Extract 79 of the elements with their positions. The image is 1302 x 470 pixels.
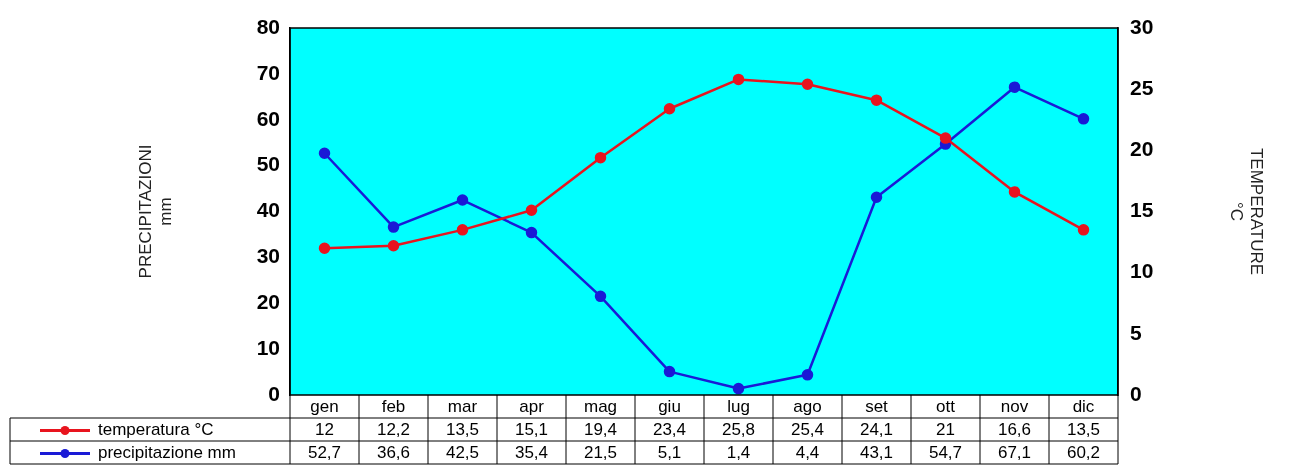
point: [387, 240, 400, 252]
y-tick-label: 40: [256, 198, 280, 222]
x-tick-label: mar: [447, 397, 478, 417]
point: [732, 73, 745, 86]
data-label: 19,4: [583, 420, 618, 440]
y2-tick-label: 5: [1130, 320, 1142, 344]
data-label: 12: [315, 420, 334, 440]
point: [318, 147, 331, 159]
point: [663, 102, 676, 115]
y-axis-title: PRECIPITAZIONI mm: [135, 144, 176, 279]
data-label: 4,4: [795, 443, 820, 463]
point: [318, 242, 331, 254]
data-label: 25,4: [790, 420, 825, 440]
y-tick-label: 50: [256, 152, 280, 176]
y2-tick-label: 25: [1130, 75, 1154, 99]
point: [870, 94, 883, 106]
point: [732, 382, 745, 395]
point: [1077, 224, 1090, 236]
data-label: 67,1: [997, 443, 1032, 463]
y-tick-label: 80: [256, 14, 280, 38]
x-tick-label: feb: [381, 397, 406, 417]
legend-label: precipitazione mm: [98, 443, 236, 463]
data-label: 12,2: [376, 420, 411, 440]
y-tick-label: 70: [256, 60, 280, 84]
y2-tick-label: 10: [1130, 259, 1154, 283]
point: [387, 221, 400, 233]
data-label: 36,6: [376, 443, 411, 463]
point: [525, 226, 538, 239]
y2-tick-label: 0: [1130, 381, 1142, 405]
data-label: 13,5: [445, 420, 480, 440]
x-tick-label: set: [865, 397, 889, 417]
point: [1008, 81, 1021, 93]
y2-tick-label: 20: [1130, 137, 1154, 161]
y-tick-label: 0: [268, 381, 280, 405]
data-label: 43,1: [859, 443, 894, 463]
data-label: 24,1: [859, 420, 894, 440]
x-tick-label: gen: [310, 397, 339, 417]
data-label: 35,4: [514, 443, 549, 463]
data-label: 21: [936, 420, 955, 440]
data-label: 15,1: [514, 420, 549, 440]
x-tick-label: ott: [936, 397, 956, 417]
data-label: 1,4: [726, 443, 751, 463]
x-tick-label: mag: [583, 397, 618, 417]
point: [801, 78, 814, 91]
point: [525, 204, 538, 217]
y-tick-label: 20: [256, 290, 280, 314]
point: [1077, 113, 1090, 125]
data-label: 5,1: [657, 443, 682, 463]
y-tick-label: 30: [256, 244, 280, 268]
x-tick-label: ago: [793, 397, 822, 417]
data-label: 21,5: [583, 443, 618, 463]
x-tick-label: lug: [727, 397, 750, 417]
y2-axis-title: TEMPERATURE °C: [1226, 147, 1267, 276]
point: [594, 290, 607, 303]
data-label: 16,6: [997, 420, 1032, 440]
legend-label: temperatura °C: [98, 420, 214, 440]
point: [663, 365, 676, 378]
point: [456, 194, 469, 206]
data-label: 25,8: [721, 420, 756, 440]
point: [1008, 186, 1021, 198]
x-tick-label: dic: [1072, 397, 1095, 417]
point: [870, 191, 883, 204]
data-label: 23,4: [652, 420, 687, 440]
y-tick-label: 60: [256, 106, 280, 130]
data-label: 42,5: [445, 443, 480, 463]
point: [939, 132, 952, 144]
y2-tick-label: 15: [1130, 198, 1154, 222]
point: [594, 151, 607, 164]
point: [456, 224, 469, 236]
point: [801, 369, 814, 381]
y-tick-label: 10: [256, 335, 280, 359]
x-tick-label: apr: [519, 397, 545, 417]
data-label: 52,7: [307, 443, 342, 463]
data-label: 60,2: [1066, 443, 1101, 463]
x-tick-label: nov: [1000, 397, 1029, 417]
x-tick-label: giu: [658, 397, 681, 417]
data-label: 13,5: [1066, 420, 1101, 440]
y2-tick-label: 30: [1130, 14, 1154, 38]
data-label: 54,7: [928, 443, 963, 463]
